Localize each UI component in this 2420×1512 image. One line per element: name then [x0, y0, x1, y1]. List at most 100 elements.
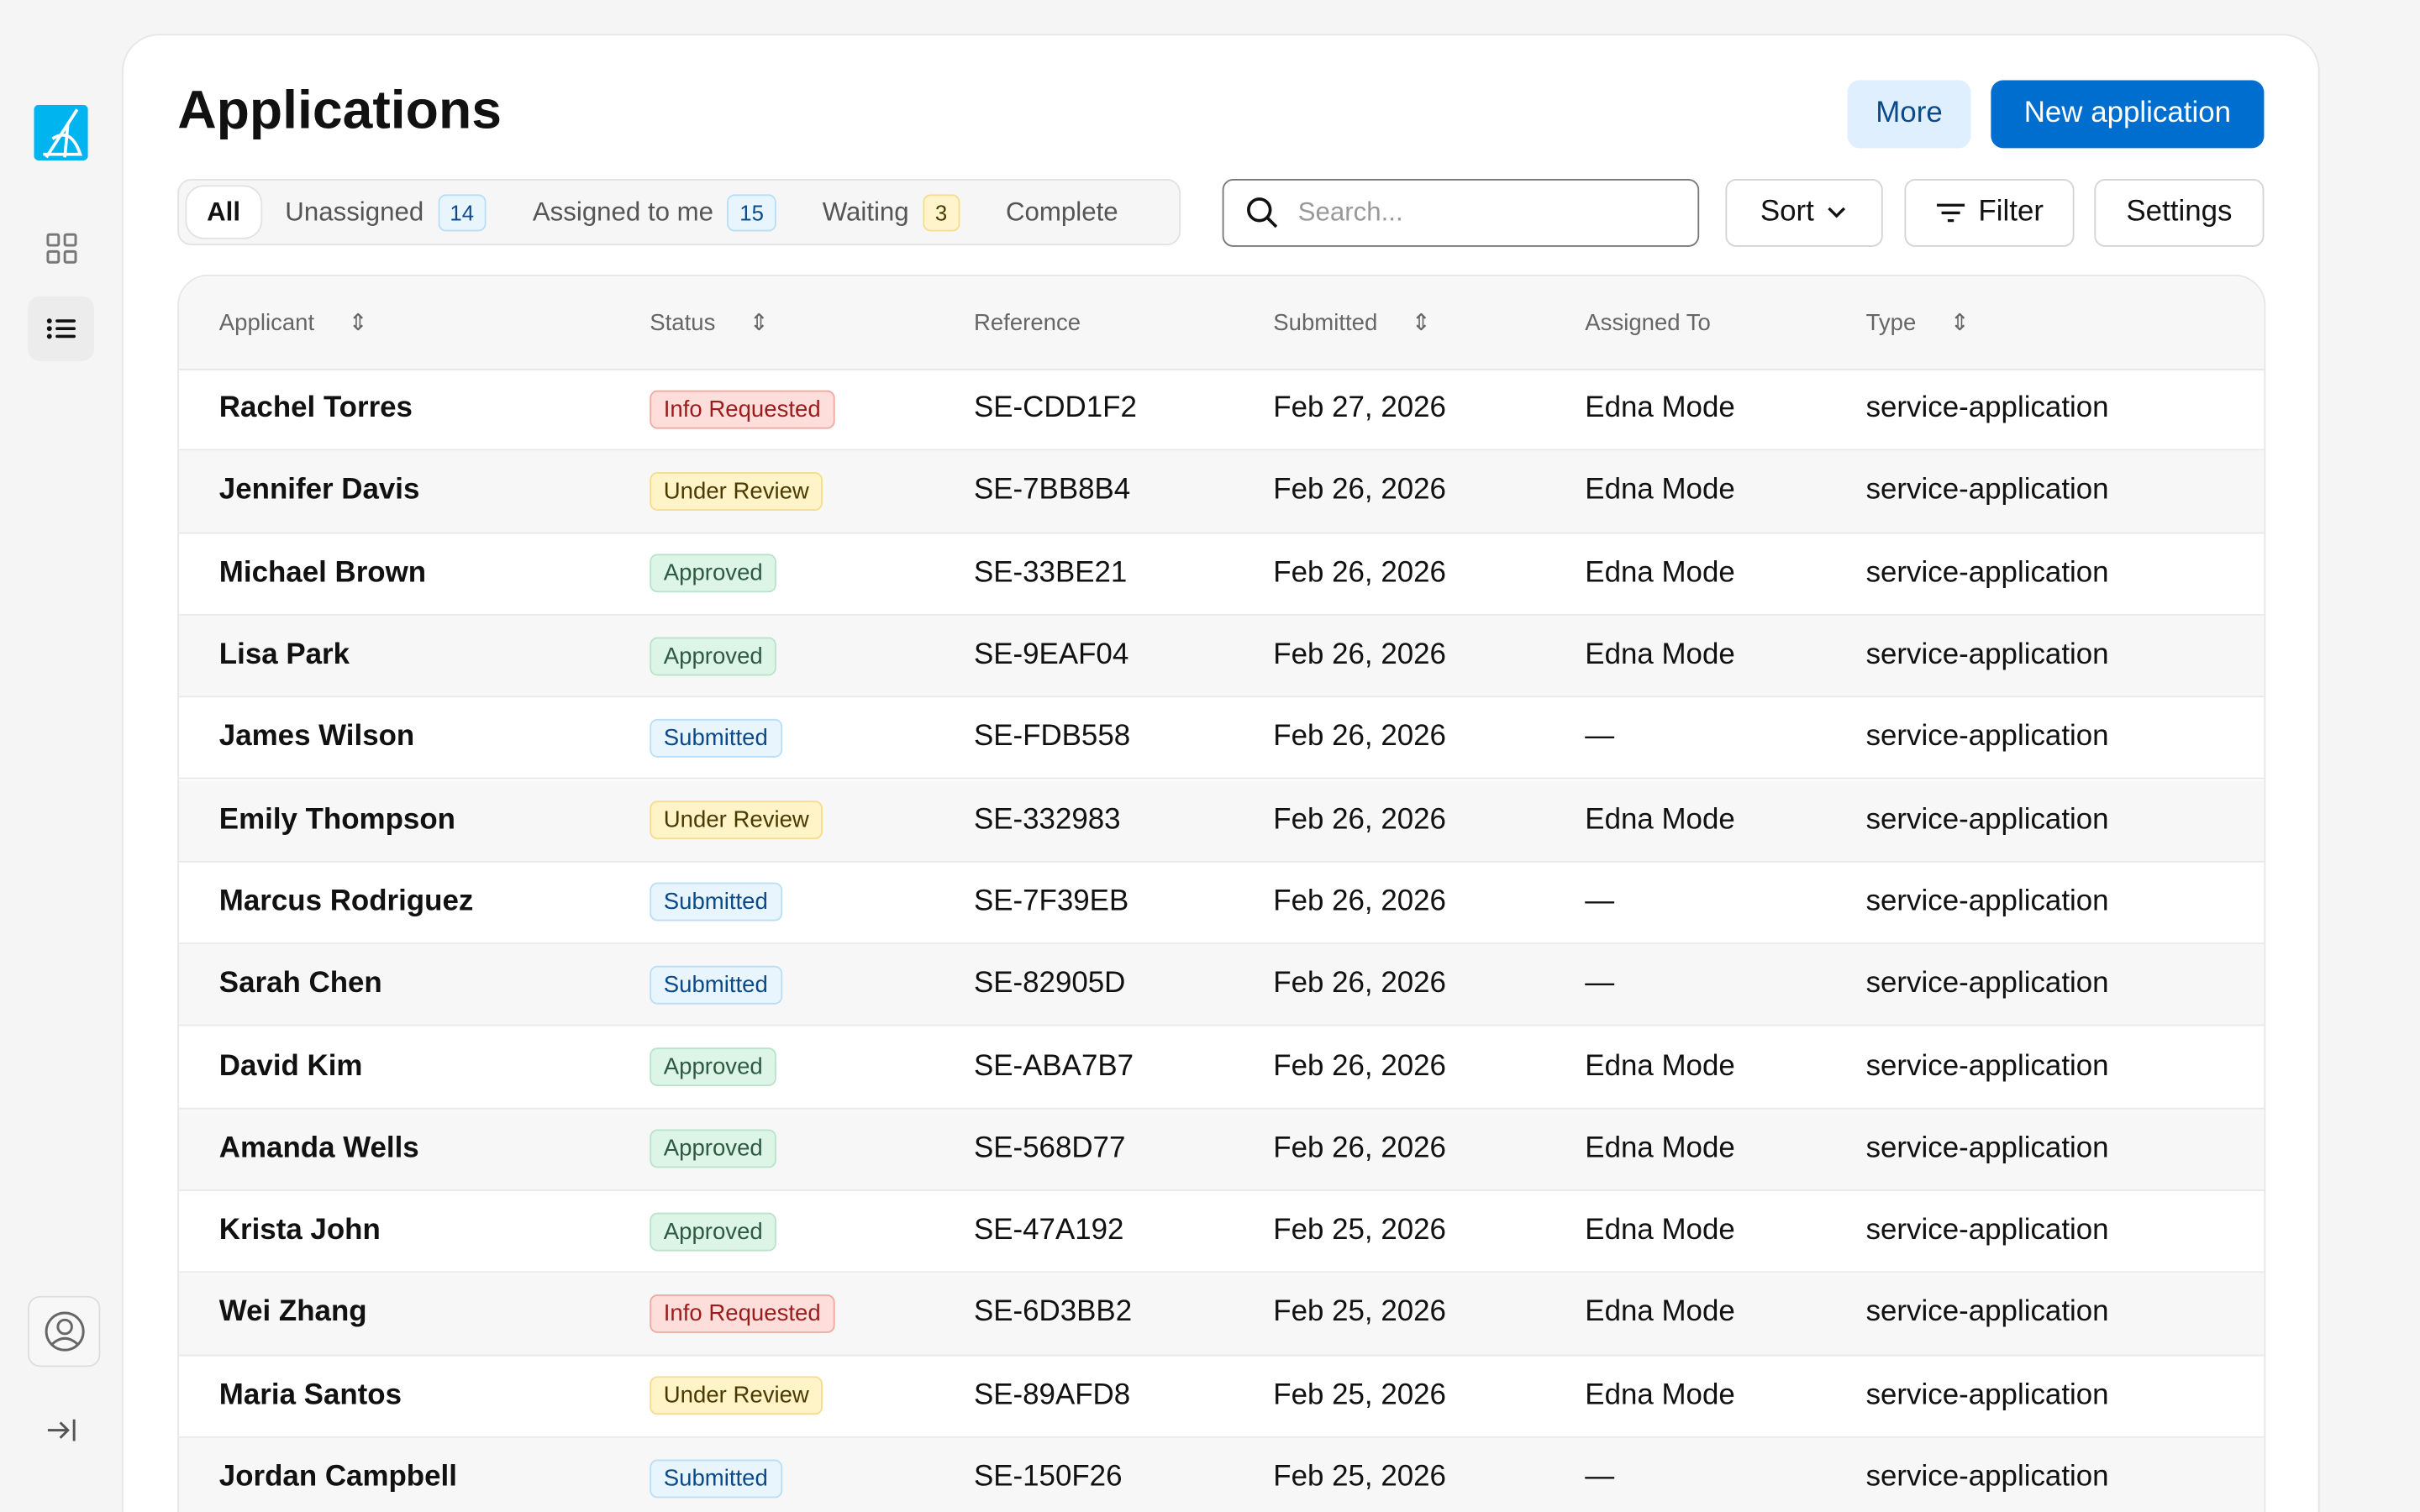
more-button[interactable]: More [1847, 80, 1971, 149]
table-row[interactable]: Wei Zhang Info Requested SE-6D3BB2 Feb 25, … [179, 1273, 2265, 1356]
tab-assigned-to-me[interactable]: Assigned to me 15 [509, 186, 799, 238]
submitted-date: Feb 25, 2026 [1273, 1214, 1446, 1247]
sort-icon: ⇕ [1949, 310, 1970, 337]
sort-button[interactable]: Sort [1725, 179, 1883, 247]
submitted-date: Feb 25, 2026 [1273, 1378, 1446, 1412]
new-application-button[interactable]: New application [1991, 80, 2265, 149]
reference: SE-47A192 [973, 1214, 1124, 1247]
filter-icon [1936, 203, 1965, 223]
applicant-name-cell: Rachel Torres [219, 369, 413, 449]
applicant-name: Wei Zhang [218, 1296, 367, 1330]
applicant-name-cell: Marcus Rodriguez [219, 862, 474, 942]
assigned-to: Edna Mode [1585, 1214, 1735, 1247]
assigned-to-cell: Edna Mode [1585, 1356, 1735, 1436]
sidebar-dashboard-button[interactable] [28, 216, 94, 281]
applicant-name: Sarah Chen [218, 968, 382, 1000]
type-cell: service-application [1866, 1356, 2109, 1436]
submitted-date: Feb 26, 2026 [1273, 885, 1446, 918]
sort-icon: ⇕ [348, 310, 368, 337]
applicant-name: Jordan Campbell [218, 1461, 457, 1494]
column-status[interactable]: Status ⇕ [650, 276, 769, 369]
search-input[interactable] [1294, 196, 1672, 230]
status-badge: Info Requested [650, 390, 835, 428]
table-row[interactable]: Sarah Chen Submitted SE-82905D Feb 26, 2026… [179, 944, 2265, 1027]
status-badge-cell: Submitted [650, 1438, 782, 1512]
submitted-date-cell: Feb 25, 2026 [1273, 1273, 1446, 1354]
assigned-to: Edna Mode [1585, 803, 1735, 836]
status-badge-cell: Approved [650, 1191, 777, 1272]
applicant-name: Maria Santos [218, 1378, 402, 1412]
applicant-name: Emily Thompson [218, 803, 455, 836]
status-badge: Under Review [650, 1376, 823, 1415]
type-cell: service-application [1866, 1438, 2109, 1512]
status-badge: Submitted [650, 965, 782, 1005]
settings-button[interactable]: Settings [2094, 179, 2265, 247]
sidebar-list-button[interactable] [28, 296, 95, 361]
assigned-to: Edna Mode [1585, 474, 1735, 507]
type-cell: service-application [1866, 533, 2109, 614]
sort-icon: ⇕ [749, 310, 769, 337]
applicant-name: Krista John [218, 1214, 381, 1247]
table-row[interactable]: Michael Brown Approved SE-33BE21 Feb 26, 20… [179, 533, 2265, 616]
column-applicant[interactable]: Applicant ⇕ [219, 276, 368, 369]
reference: SE-FDB558 [973, 721, 1131, 753]
table-row[interactable]: Rachel Torres Info Requested SE-CDD1F2 Feb … [179, 369, 2265, 451]
tab-unassigned[interactable]: Unassigned 14 [262, 186, 510, 238]
table-row[interactable]: Maria Santos Under Review SE-89AFD8 Feb 25,… [179, 1356, 2265, 1438]
tab-label: Unassigned [285, 197, 424, 227]
applicant-name-cell: Krista John [219, 1191, 381, 1272]
type-cell: service-application [1866, 1191, 2109, 1272]
applicant-name-cell: Sarah Chen [219, 944, 382, 1025]
list-icon [45, 318, 76, 339]
assigned-to-cell: Edna Mode [1585, 451, 1735, 532]
table-row[interactable]: James Wilson Submitted SE-FDB558 Feb 26, 20… [179, 698, 2265, 780]
status-badge: Approved [650, 1211, 777, 1251]
submitted-date: Feb 25, 2026 [1273, 1461, 1446, 1494]
column-submitted[interactable]: Submitted ⇕ [1273, 276, 1431, 369]
type-cell: service-application [1866, 1026, 2109, 1107]
submitted-date: Feb 26, 2026 [1273, 721, 1446, 753]
type: service-application [1865, 391, 2109, 425]
applicant-name: James Wilson [218, 721, 415, 753]
tab-complete[interactable]: Complete [982, 186, 1141, 238]
reference: SE-7F39EB [973, 885, 1129, 918]
assigned-to-cell: — [1585, 1438, 1614, 1512]
status-badge-cell: Info Requested [650, 1273, 835, 1354]
reference-cell: SE-150F26 [974, 1438, 1123, 1512]
tab-all[interactable]: All [185, 185, 262, 239]
filter-button[interactable]: Filter [1904, 179, 2075, 247]
column-type[interactable]: Type ⇕ [1866, 276, 1970, 369]
status-badge-cell: Approved [650, 616, 777, 696]
assigned-to-cell: — [1585, 944, 1614, 1025]
applicant-name-cell: Emily Thompson [219, 780, 455, 860]
submitted-date-cell: Feb 26, 2026 [1273, 616, 1446, 696]
table-row[interactable]: Jordan Campbell Submitted SE-150F26 Feb 25,… [179, 1437, 2265, 1512]
assigned-to-cell: Edna Mode [1585, 1109, 1735, 1189]
assigned-to: Edna Mode [1585, 1296, 1735, 1330]
column-label: Reference [973, 309, 1081, 336]
search-box[interactable] [1222, 179, 1700, 247]
table-row[interactable]: Emily Thompson Under Review SE-332983 Feb 2… [179, 780, 2265, 863]
reference-cell: SE-CDD1F2 [974, 369, 1137, 449]
assigned-to: — [1585, 885, 1615, 918]
collapse-arrow-icon [47, 1419, 75, 1441]
reference-cell: SE-332983 [974, 780, 1121, 860]
table-row[interactable]: Jennifer Davis Under Review SE-7BB8B4 Feb 2… [179, 450, 2265, 533]
app-logo[interactable] [34, 104, 88, 161]
sort-label: Sort [1760, 196, 1814, 228]
table-row[interactable]: David Kim Approved SE-ABA7B7 Feb 26, 2026 Ed… [179, 1026, 2265, 1110]
table-row[interactable]: Lisa Park Approved SE-9EAF04 Feb 26, 2026 Ed… [179, 615, 2265, 698]
reference-cell: SE-568D77 [974, 1109, 1125, 1189]
applicant-name-cell: James Wilson [219, 698, 414, 779]
expand-sidebar-button[interactable] [28, 1398, 94, 1462]
status-badge: Submitted [650, 883, 782, 922]
submitted-date-cell: Feb 26, 2026 [1273, 1026, 1446, 1107]
status-badge: Approved [650, 1130, 777, 1168]
type-cell: service-application [1866, 1273, 2109, 1354]
table-row[interactable]: Amanda Wells Approved SE-568D77 Feb 26, 202… [179, 1109, 2265, 1191]
table-row[interactable]: Marcus Rodriguez Submitted SE-7F39EB Feb 26… [179, 862, 2265, 945]
tab-waiting[interactable]: Waiting 3 [799, 186, 982, 238]
applicant-name: Amanda Wells [218, 1131, 419, 1165]
user-profile-button[interactable] [28, 1295, 101, 1368]
table-row[interactable]: Krista John Approved SE-47A192 Feb 25, 2026… [179, 1191, 2265, 1273]
